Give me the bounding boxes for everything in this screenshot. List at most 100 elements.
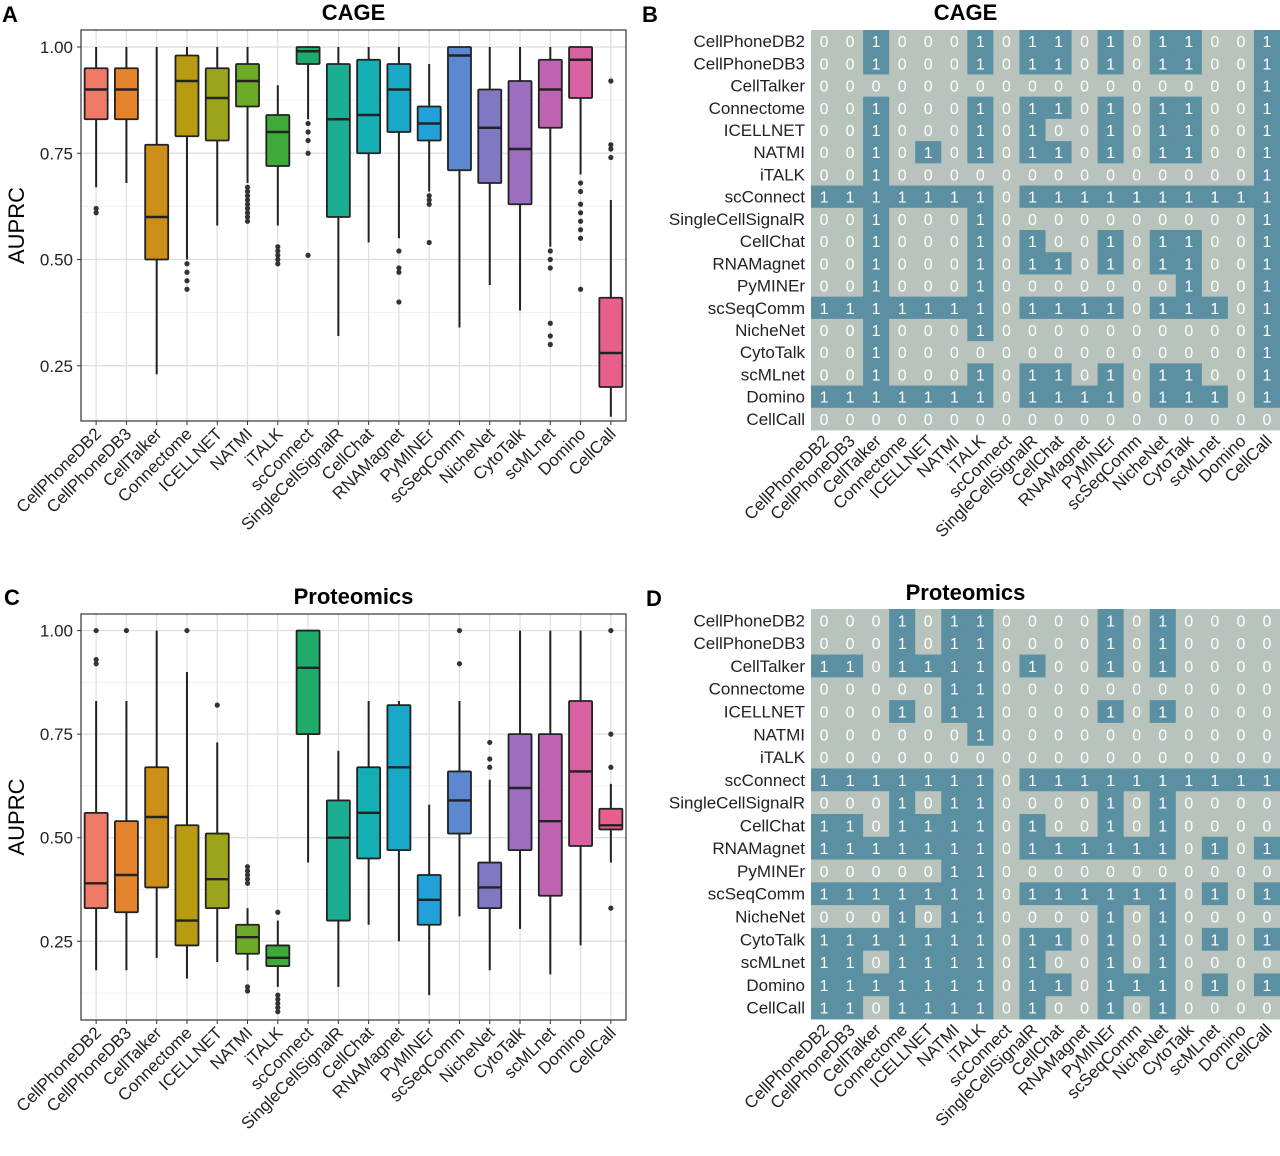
heat-cell: [1253, 905, 1280, 929]
heat-cell-value: 0: [976, 412, 985, 429]
heat-cell-value: 1: [846, 978, 855, 995]
heat-cell-value: 1: [1106, 955, 1115, 972]
heat-cell: [1149, 341, 1177, 364]
heat-cell: [1045, 96, 1072, 120]
heat-cell: [1123, 927, 1151, 952]
heat-cell-value: 0: [1080, 727, 1089, 744]
heat-cell-value: 0: [1236, 145, 1245, 162]
heat-cell: [1201, 927, 1229, 952]
heat-cell-value: 0: [1132, 636, 1141, 653]
heat-cell: [811, 859, 838, 883]
heat-cell: [1253, 631, 1280, 655]
heat-cell: [993, 609, 1020, 633]
heat-cell: [837, 407, 864, 431]
heat-cell-value: 1: [898, 841, 907, 858]
heat-cell-value: 0: [846, 367, 855, 384]
heat-cell: [1071, 814, 1099, 838]
heat-cell: [1045, 677, 1072, 701]
heat-cell: [1175, 654, 1203, 678]
heat-cell: [1253, 700, 1280, 724]
heat-cell: [1201, 407, 1229, 431]
heat-cell: [837, 207, 864, 231]
heat-cell-value: 1: [976, 932, 985, 949]
heat-cell: [1253, 141, 1280, 164]
outlier-point: [396, 299, 402, 305]
heat-row-label: scMLnet: [741, 953, 806, 972]
heat-cell-value: 0: [820, 705, 829, 722]
heat-cell-value: 1: [872, 367, 881, 384]
heat-cell: [1227, 274, 1255, 298]
heat-cell: [993, 791, 1020, 815]
heat-cell-value: 0: [1184, 167, 1193, 184]
outlier-point: [244, 205, 251, 212]
heat-cell-value: 1: [1158, 705, 1167, 722]
heat-cell: [941, 768, 968, 792]
heat-cell-value: 1: [1028, 301, 1037, 318]
heat-cell-value: 1: [1028, 123, 1037, 140]
heat-cell-value: 1: [924, 659, 933, 676]
heat-cell: [837, 814, 864, 838]
heat-cell: [1253, 296, 1280, 320]
heat-cell: [993, 96, 1020, 120]
heat-cell: [1149, 996, 1177, 1020]
heat-cell-value: 0: [1263, 910, 1272, 927]
heat-cell: [941, 791, 968, 815]
heat-cell: [1123, 96, 1151, 120]
heat-cell: [1175, 631, 1203, 655]
heat-cell: [1097, 252, 1125, 275]
heat-cell-value: 0: [872, 955, 881, 972]
outlier-point: [123, 627, 130, 634]
heat-cell-value: 1: [976, 101, 985, 118]
heat-cell: [1097, 207, 1125, 231]
heat-cell-value: 0: [1002, 864, 1011, 881]
heat-cell: [1019, 654, 1046, 678]
heat-cell: [1123, 318, 1151, 342]
heat-cell-value: 0: [1106, 750, 1115, 767]
heat-cell-value: 0: [950, 279, 959, 296]
heat-cell: [941, 385, 968, 409]
box-cellcall: [598, 296, 624, 388]
heat-cell-value: 0: [1132, 34, 1141, 51]
outlier-point: [275, 1000, 281, 1007]
heat-cell: [1227, 252, 1255, 275]
heat-cell-value: 1: [976, 301, 985, 318]
heat-cell-value: 0: [1080, 345, 1089, 362]
heat-cell: [1097, 296, 1125, 320]
heat-cell-value: 1: [1106, 841, 1115, 858]
outlier-point: [396, 265, 402, 271]
heat-cell-value: 0: [950, 56, 959, 73]
heat-cell-value: 0: [1132, 234, 1141, 251]
heat-cell: [915, 407, 942, 431]
heat-cell-value: 0: [820, 727, 829, 744]
heat-cell-value: 0: [1263, 818, 1272, 835]
heat-cell-value: 1: [1028, 932, 1037, 949]
heat-cell-value: 0: [1184, 412, 1193, 429]
heat-cell: [1071, 631, 1099, 655]
heat-cell-value: 1: [820, 1001, 829, 1018]
heat-cell-value: 0: [1054, 79, 1063, 96]
heat-cell-value: 1: [950, 978, 959, 995]
heat-cell-value: 0: [976, 167, 985, 184]
heat-cell-value: 1: [1158, 1001, 1167, 1018]
heat-cell-value: 1: [1054, 101, 1063, 118]
heat-cell: [1201, 30, 1229, 53]
heat-cell-value: 0: [846, 705, 855, 722]
heat-cell-value: 0: [1054, 727, 1063, 744]
heat-cell: [1071, 385, 1099, 409]
heat-cell: [993, 296, 1020, 320]
heat-cell-value: 0: [1236, 910, 1245, 927]
heat-cell: [967, 96, 994, 120]
box-scseqcomm: [447, 770, 472, 835]
heat-cell-value: 0: [820, 750, 829, 767]
heat-cell: [811, 163, 838, 186]
heat-cell: [811, 141, 838, 164]
box-cellphonedb3: [114, 67, 139, 121]
heat-cell-value: 0: [1028, 613, 1037, 630]
heat-cell: [1019, 30, 1046, 53]
heat-cell-value: 0: [1132, 367, 1141, 384]
outlier-point: [93, 205, 99, 212]
heat-cell-value: 1: [950, 910, 959, 927]
y-tick-label: 1.00: [40, 622, 73, 641]
heat-cell-value: 1: [898, 796, 907, 813]
heat-cell: [1253, 185, 1280, 209]
